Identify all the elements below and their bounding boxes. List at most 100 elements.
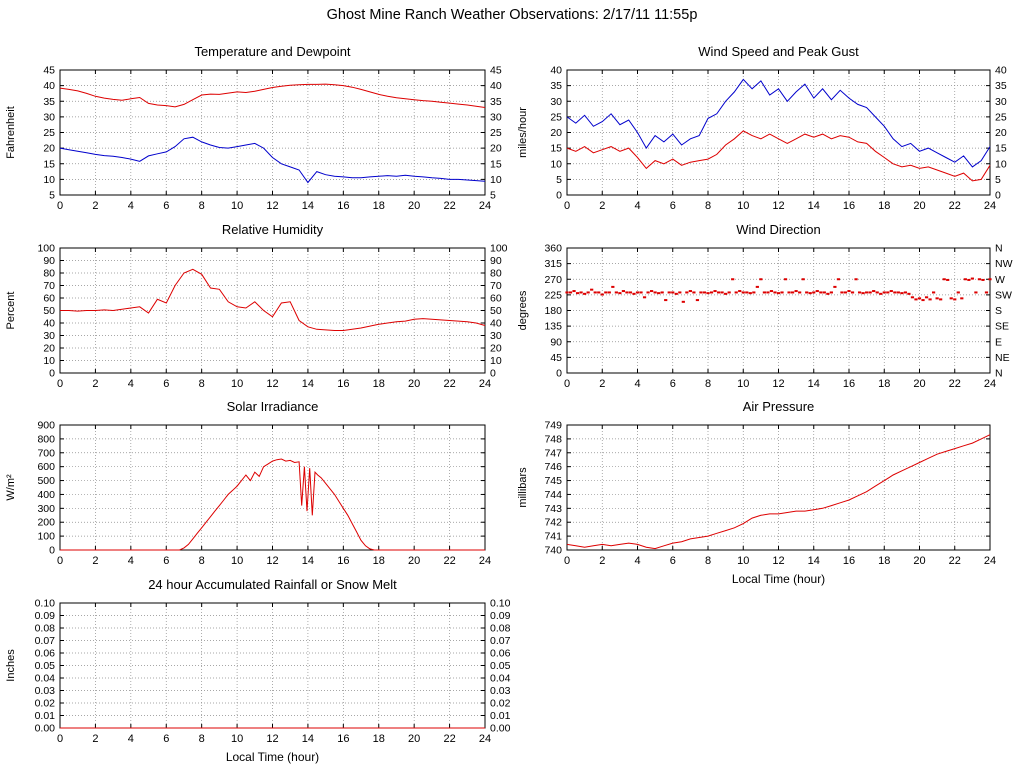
svg-text:25: 25 bbox=[995, 111, 1007, 123]
svg-text:360: 360 bbox=[544, 243, 562, 255]
svg-text:24: 24 bbox=[479, 378, 491, 390]
svg-text:S: S bbox=[995, 305, 1002, 317]
svg-text:0.01: 0.01 bbox=[35, 710, 56, 722]
svg-text:200: 200 bbox=[37, 517, 55, 529]
svg-text:14: 14 bbox=[302, 200, 314, 212]
svg-text:22: 22 bbox=[949, 200, 961, 212]
svg-text:8: 8 bbox=[199, 378, 205, 390]
svg-text:NE: NE bbox=[995, 352, 1010, 364]
svg-text:SE: SE bbox=[995, 321, 1009, 333]
svg-text:270: 270 bbox=[544, 274, 562, 286]
svg-text:0.01: 0.01 bbox=[490, 710, 511, 722]
svg-text:24: 24 bbox=[479, 200, 491, 212]
svg-text:20: 20 bbox=[43, 143, 55, 155]
svg-text:40: 40 bbox=[43, 80, 55, 92]
svg-text:70: 70 bbox=[490, 280, 502, 292]
svg-text:2: 2 bbox=[599, 555, 605, 567]
svg-text:20: 20 bbox=[913, 555, 925, 567]
svg-text:16: 16 bbox=[337, 555, 349, 567]
svg-text:Temperature and Dewpoint: Temperature and Dewpoint bbox=[194, 44, 350, 59]
svg-text:22: 22 bbox=[443, 200, 455, 212]
svg-text:40: 40 bbox=[43, 318, 55, 330]
svg-text:45: 45 bbox=[550, 352, 562, 364]
svg-text:743: 743 bbox=[544, 503, 562, 515]
svg-text:4: 4 bbox=[634, 555, 640, 567]
svg-text:2: 2 bbox=[599, 378, 605, 390]
svg-text:24: 24 bbox=[479, 733, 491, 745]
svg-text:20: 20 bbox=[408, 555, 420, 567]
svg-text:0.07: 0.07 bbox=[490, 635, 511, 647]
svg-text:10: 10 bbox=[737, 200, 749, 212]
svg-text:16: 16 bbox=[843, 200, 855, 212]
svg-text:0.09: 0.09 bbox=[35, 610, 56, 622]
svg-text:0.05: 0.05 bbox=[490, 660, 511, 672]
svg-text:180: 180 bbox=[544, 305, 562, 317]
svg-text:Wind Direction: Wind Direction bbox=[736, 222, 821, 237]
svg-text:18: 18 bbox=[373, 378, 385, 390]
svg-text:0: 0 bbox=[49, 368, 55, 380]
svg-text:5: 5 bbox=[995, 174, 1001, 186]
svg-text:15: 15 bbox=[43, 158, 55, 170]
svg-text:degrees: degrees bbox=[517, 290, 529, 330]
svg-text:0.00: 0.00 bbox=[35, 723, 56, 735]
svg-text:5: 5 bbox=[556, 174, 562, 186]
svg-text:14: 14 bbox=[808, 555, 820, 567]
svg-text:40: 40 bbox=[995, 65, 1007, 77]
svg-text:6: 6 bbox=[163, 378, 169, 390]
svg-text:2: 2 bbox=[599, 200, 605, 212]
solar-irradiance-plot: 0 2 4 6 8 10 12 14 16 18 20 22 240100200300400500600… bbox=[5, 399, 491, 567]
svg-text:15: 15 bbox=[490, 158, 502, 170]
svg-text:0.07: 0.07 bbox=[35, 635, 56, 647]
svg-text:45: 45 bbox=[43, 65, 55, 77]
svg-text:5: 5 bbox=[490, 190, 496, 202]
svg-text:20: 20 bbox=[408, 733, 420, 745]
svg-text:4: 4 bbox=[634, 378, 640, 390]
svg-text:20: 20 bbox=[43, 343, 55, 355]
svg-text:25: 25 bbox=[550, 111, 562, 123]
svg-text:W: W bbox=[995, 274, 1005, 286]
svg-text:18: 18 bbox=[373, 733, 385, 745]
svg-text:Air Pressure: Air Pressure bbox=[743, 399, 815, 414]
svg-text:W/m²: W/m² bbox=[5, 474, 17, 501]
svg-text:20: 20 bbox=[408, 200, 420, 212]
svg-text:8: 8 bbox=[199, 733, 205, 745]
svg-text:40: 40 bbox=[490, 80, 502, 92]
svg-text:135: 135 bbox=[544, 321, 562, 333]
svg-text:15: 15 bbox=[550, 143, 562, 155]
chart-relative-humidity: 0 2 4 6 8 10 12 14 16 18 20 22 24 0 0 10 10 20 20 30 30 40 40 5… bbox=[0, 218, 512, 401]
svg-text:20: 20 bbox=[550, 127, 562, 139]
svg-text:5: 5 bbox=[49, 190, 55, 202]
svg-text:0.03: 0.03 bbox=[490, 685, 511, 697]
svg-text:10: 10 bbox=[231, 378, 243, 390]
svg-text:0: 0 bbox=[995, 190, 1001, 202]
svg-text:4: 4 bbox=[128, 378, 134, 390]
svg-text:0: 0 bbox=[49, 545, 55, 557]
svg-text:2: 2 bbox=[92, 200, 98, 212]
svg-text:Percent: Percent bbox=[5, 292, 17, 330]
air-pressure-plot: 0 2 4 6 8 10 12 14 16 18 20 22 247407417427437447457… bbox=[517, 399, 996, 586]
svg-text:0: 0 bbox=[490, 368, 496, 380]
svg-text:30: 30 bbox=[490, 111, 502, 123]
svg-text:0.08: 0.08 bbox=[35, 623, 56, 635]
chart-temperature-dewpoint: 0 2 4 6 8 10 12 14 16 18 20 22 24 5 5 10 10 15 15 20 20 25 25 3… bbox=[0, 40, 512, 223]
svg-text:20: 20 bbox=[913, 200, 925, 212]
svg-text:80: 80 bbox=[43, 268, 55, 280]
svg-text:12: 12 bbox=[266, 555, 278, 567]
svg-text:0.02: 0.02 bbox=[490, 698, 511, 710]
svg-text:30: 30 bbox=[43, 111, 55, 123]
svg-text:742: 742 bbox=[544, 517, 562, 529]
page-title: Ghost Mine Ranch Weather Observations: 2… bbox=[326, 7, 698, 23]
svg-text:10: 10 bbox=[737, 378, 749, 390]
svg-text:10: 10 bbox=[231, 200, 243, 212]
svg-text:40: 40 bbox=[550, 65, 562, 77]
svg-text:10: 10 bbox=[490, 174, 502, 186]
svg-text:Solar Irradiance: Solar Irradiance bbox=[227, 399, 319, 414]
svg-text:12: 12 bbox=[266, 200, 278, 212]
svg-text:8: 8 bbox=[199, 555, 205, 567]
svg-text:8: 8 bbox=[199, 200, 205, 212]
svg-text:2: 2 bbox=[92, 555, 98, 567]
